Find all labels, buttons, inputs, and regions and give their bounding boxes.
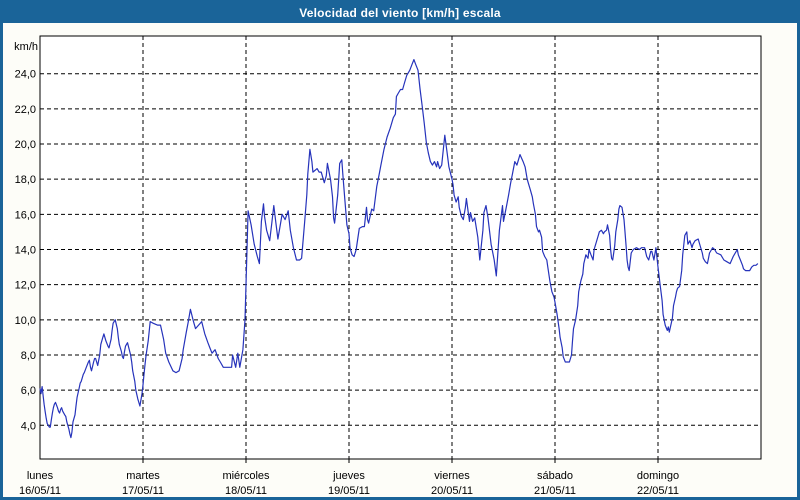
- day-date-label: 16/05/11: [19, 485, 61, 497]
- day-name-label: martes: [126, 470, 160, 482]
- svg-text:20,0: 20,0: [15, 139, 36, 151]
- day-date-label: 17/05/11: [122, 485, 164, 497]
- wind-speed-series-line: [39, 58, 759, 439]
- day-date-label: 22/05/11: [637, 485, 679, 497]
- svg-text:4,0: 4,0: [21, 420, 36, 432]
- svg-text:12,0: 12,0: [15, 280, 36, 292]
- x-axis-labels: lunes 16/05/11 martes 17/05/11 miércoles 18/0…: [19, 470, 679, 497]
- day-name-label: domingo: [637, 470, 679, 482]
- y-axis-labels: 4,0 6,0 8,0 10,0 12,0 14,0 16,0 18,0 20,0 22,0 24,…: [15, 69, 36, 433]
- svg-text:24,0: 24,0: [15, 69, 36, 81]
- day-date-label: 18/05/11: [225, 485, 267, 497]
- svg-text:22,0: 22,0: [15, 104, 36, 116]
- day-name-label: viernes: [434, 470, 470, 482]
- svg-text:10,0: 10,0: [15, 315, 36, 327]
- gridlines: [40, 36, 761, 463]
- y-axis-unit-label: km/h: [14, 41, 38, 53]
- svg-text:18,0: 18,0: [15, 174, 36, 186]
- day-date-label: 19/05/11: [328, 485, 370, 497]
- wind-speed-line-chart: 4,0 6,0 8,0 10,0 12,0 14,0 16,0 18,0 20,0 22,0 24,…: [14, 35, 762, 497]
- chart-title: Velocidad del viento [km/h] escala: [299, 6, 501, 20]
- day-name-label: miércoles: [222, 470, 270, 482]
- chart-area: 4,0 6,0 8,0 10,0 12,0 14,0 16,0 18,0 20,0 22,0 24,…: [3, 23, 797, 497]
- svg-text:14,0: 14,0: [15, 245, 36, 257]
- day-name-label: sábado: [537, 470, 573, 482]
- svg-text:6,0: 6,0: [21, 385, 36, 397]
- day-date-label: 21/05/11: [534, 485, 576, 497]
- day-name-label: jueves: [332, 470, 365, 482]
- day-name-label: lunes: [27, 470, 54, 482]
- chart-title-bar: Velocidad del viento [km/h] escala: [3, 3, 797, 23]
- svg-text:8,0: 8,0: [21, 350, 36, 362]
- day-date-label: 20/05/11: [431, 485, 473, 497]
- svg-text:16,0: 16,0: [15, 209, 36, 221]
- plot-border: [39, 35, 762, 460]
